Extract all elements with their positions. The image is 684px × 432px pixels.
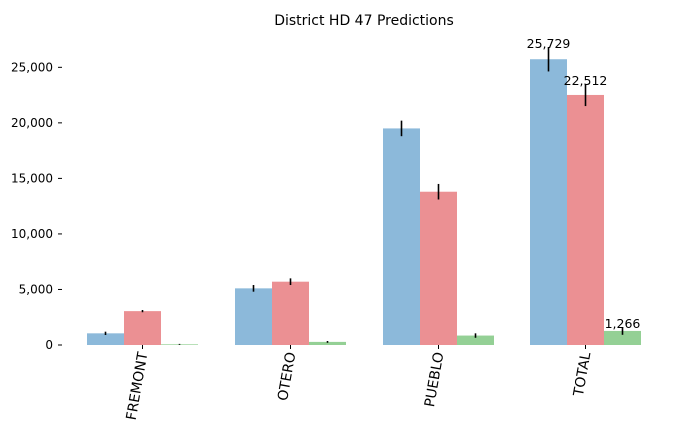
bar (567, 94, 604, 345)
bar (604, 330, 641, 345)
bar (235, 288, 272, 345)
y-tick-label: 10,000 (11, 227, 53, 241)
x-tick-label: PUEBLO (422, 351, 447, 408)
bars: 25,729 22,512 1,266 (87, 36, 641, 345)
bar (272, 281, 309, 345)
y-tick-label: 15,000 (11, 171, 53, 185)
y-tick-label: 25,000 (11, 60, 53, 74)
x-tick-label: FREMONT (124, 350, 152, 421)
bar (420, 191, 457, 345)
bar (383, 128, 420, 345)
y-tick-label: 0 (45, 338, 53, 352)
y-tick-label: 5,000 (19, 282, 53, 296)
data-label: 25,729 (527, 36, 571, 51)
bar (87, 333, 124, 345)
data-label: 22,512 (564, 73, 608, 88)
x-axis: FREMONT OTERO PUEBLO TOTAL (124, 345, 595, 421)
data-label: 1,266 (605, 316, 641, 331)
bar (309, 341, 346, 345)
bar (124, 311, 161, 345)
y-tick-label: 20,000 (11, 116, 53, 130)
x-tick-label: OTERO (275, 351, 299, 402)
x-tick-label: TOTAL (571, 351, 595, 399)
y-axis: 0 5,000 10,000 15,000 20,000 25,000 (11, 60, 62, 352)
bar (457, 335, 494, 345)
bar (530, 59, 567, 345)
chart-title: District HD 47 Predictions (274, 13, 454, 29)
